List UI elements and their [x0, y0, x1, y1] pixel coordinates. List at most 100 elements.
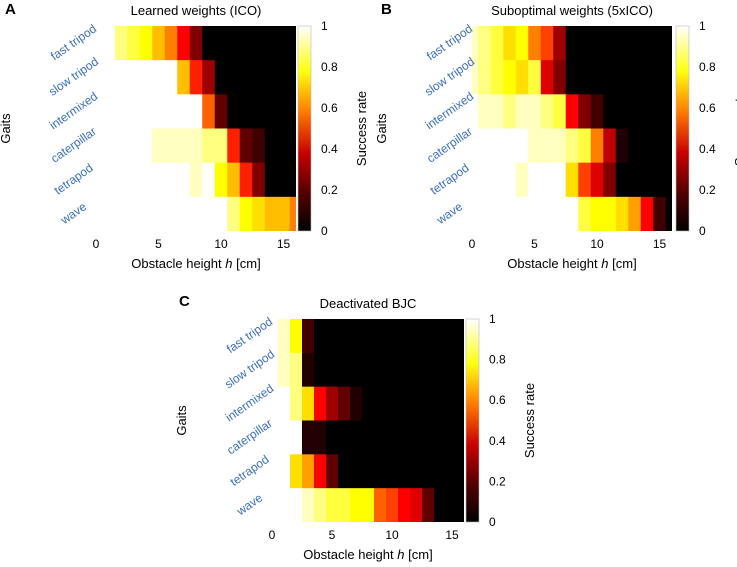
heatmap-cell — [202, 196, 216, 231]
heatmap-cell — [434, 319, 447, 354]
heatmap-cell — [478, 60, 492, 95]
heatmap-cell — [227, 128, 241, 164]
x-tick-label: 0 — [469, 237, 476, 251]
heatmap-cell — [515, 196, 529, 231]
y-axis-label: Gaits — [0, 113, 13, 144]
heatmap-cell — [472, 128, 479, 164]
heatmap-cell — [422, 352, 435, 388]
heatmap-cell — [490, 26, 504, 61]
heatmap-cell — [590, 26, 604, 61]
heatmap-cell — [386, 386, 399, 422]
colorbar-tick-label: 0.2 — [489, 474, 506, 488]
heatmap-cell — [302, 454, 315, 489]
heatmap-cell — [139, 162, 153, 198]
colorbar-tick-label: 1 — [321, 19, 328, 33]
heatmap-cell — [374, 454, 387, 489]
heatmap-cell — [189, 128, 203, 164]
heatmap-cell — [289, 60, 296, 95]
heatmap-cell — [114, 94, 128, 130]
heatmap-cell — [362, 420, 375, 455]
heatmap-cell — [653, 94, 667, 130]
heatmap-cell — [290, 319, 303, 354]
heatmap-cells — [472, 26, 672, 231]
heatmap-cell — [127, 196, 141, 231]
heatmap-cell — [528, 60, 542, 95]
heatmap-cell — [152, 60, 166, 95]
heatmap-cell — [458, 386, 464, 422]
heatmap-cell — [302, 352, 315, 388]
heatmap-cell — [214, 94, 228, 130]
colorbar-tick-label: 0.4 — [321, 142, 338, 156]
heatmap-cell — [490, 196, 504, 231]
x-axis-label-var: h — [225, 256, 232, 271]
heatmap-cell — [252, 60, 266, 95]
heatmap-cell — [227, 60, 241, 95]
heatmap-cell — [472, 94, 479, 130]
heatmap-cell — [164, 162, 178, 198]
heatmap-cell — [653, 26, 667, 61]
heatmap-cell — [272, 319, 279, 354]
heatmap-cell — [410, 319, 423, 354]
heatmap-cell — [540, 94, 554, 130]
heatmap-cell — [127, 162, 141, 198]
x-axis-label: Obstacle height h [cm] — [303, 547, 432, 562]
heatmap-cell — [665, 162, 672, 198]
colorbar-tick-label: 0.8 — [699, 60, 716, 74]
heatmap-cell — [434, 352, 447, 388]
heatmap-cell — [202, 94, 216, 130]
x-tick-label: 5 — [531, 237, 538, 251]
heatmap-cell — [127, 60, 141, 95]
heatmap-cell — [350, 454, 363, 489]
heatmap-cell — [472, 26, 479, 61]
panel-letter: C — [179, 293, 190, 310]
heatmap-cell — [350, 420, 363, 455]
heatmap-cell — [503, 128, 517, 164]
chart-title: Deactivated BJC — [320, 296, 417, 311]
heatmap-cell — [326, 319, 339, 354]
heatmap-cell — [603, 128, 617, 164]
heatmap-cell — [362, 352, 375, 388]
heatmap-cell — [277, 162, 291, 198]
colorbar — [465, 318, 480, 523]
heatmap-cell — [628, 128, 642, 164]
colorbar — [297, 25, 312, 232]
heatmap-cell — [578, 94, 592, 130]
heatmap-cell — [603, 162, 617, 198]
heatmap-cell — [472, 60, 479, 95]
heatmap-cell — [214, 162, 228, 198]
heatmap-cell — [152, 94, 166, 130]
heatmap-cell — [239, 26, 253, 61]
heatmap-cell — [302, 386, 315, 422]
heatmap-cell — [503, 162, 517, 198]
heatmap-cell — [290, 420, 303, 455]
x-axis-label-unit: [cm] — [236, 256, 261, 271]
heatmap-cell — [458, 319, 464, 354]
heatmap-cell — [202, 162, 216, 198]
heatmap-cell — [326, 352, 339, 388]
heatmap-cell — [189, 196, 203, 231]
heatmap-cell — [164, 26, 178, 61]
heatmap-cell — [458, 454, 464, 489]
heatmap-cell — [386, 454, 399, 489]
colorbar-tick-label: 1 — [699, 19, 706, 33]
heatmap-cell — [314, 352, 327, 388]
heatmap-cell — [565, 162, 579, 198]
x-tick-label: 0 — [93, 237, 100, 251]
heatmap-cell — [278, 420, 291, 455]
x-tick-label: 15 — [653, 237, 667, 251]
heatmap-cell — [350, 352, 363, 388]
heatmap-cell — [490, 94, 504, 130]
heatmap-cell — [114, 26, 128, 61]
heatmap-cell — [177, 162, 191, 198]
colorbar-tick-label: 0.6 — [489, 393, 506, 407]
colorbar-tick-label: 0.8 — [489, 353, 506, 367]
heatmap-cell — [264, 196, 278, 231]
heatmap-cell — [653, 128, 667, 164]
x-axis-label-text: Obstacle height — [507, 256, 598, 271]
heatmap-cell — [139, 26, 153, 61]
heatmap-cell — [653, 60, 667, 95]
heatmap-cell — [490, 60, 504, 95]
heatmap-cell — [227, 162, 241, 198]
heatmap-cell — [127, 128, 141, 164]
heatmap-cell — [515, 94, 529, 130]
